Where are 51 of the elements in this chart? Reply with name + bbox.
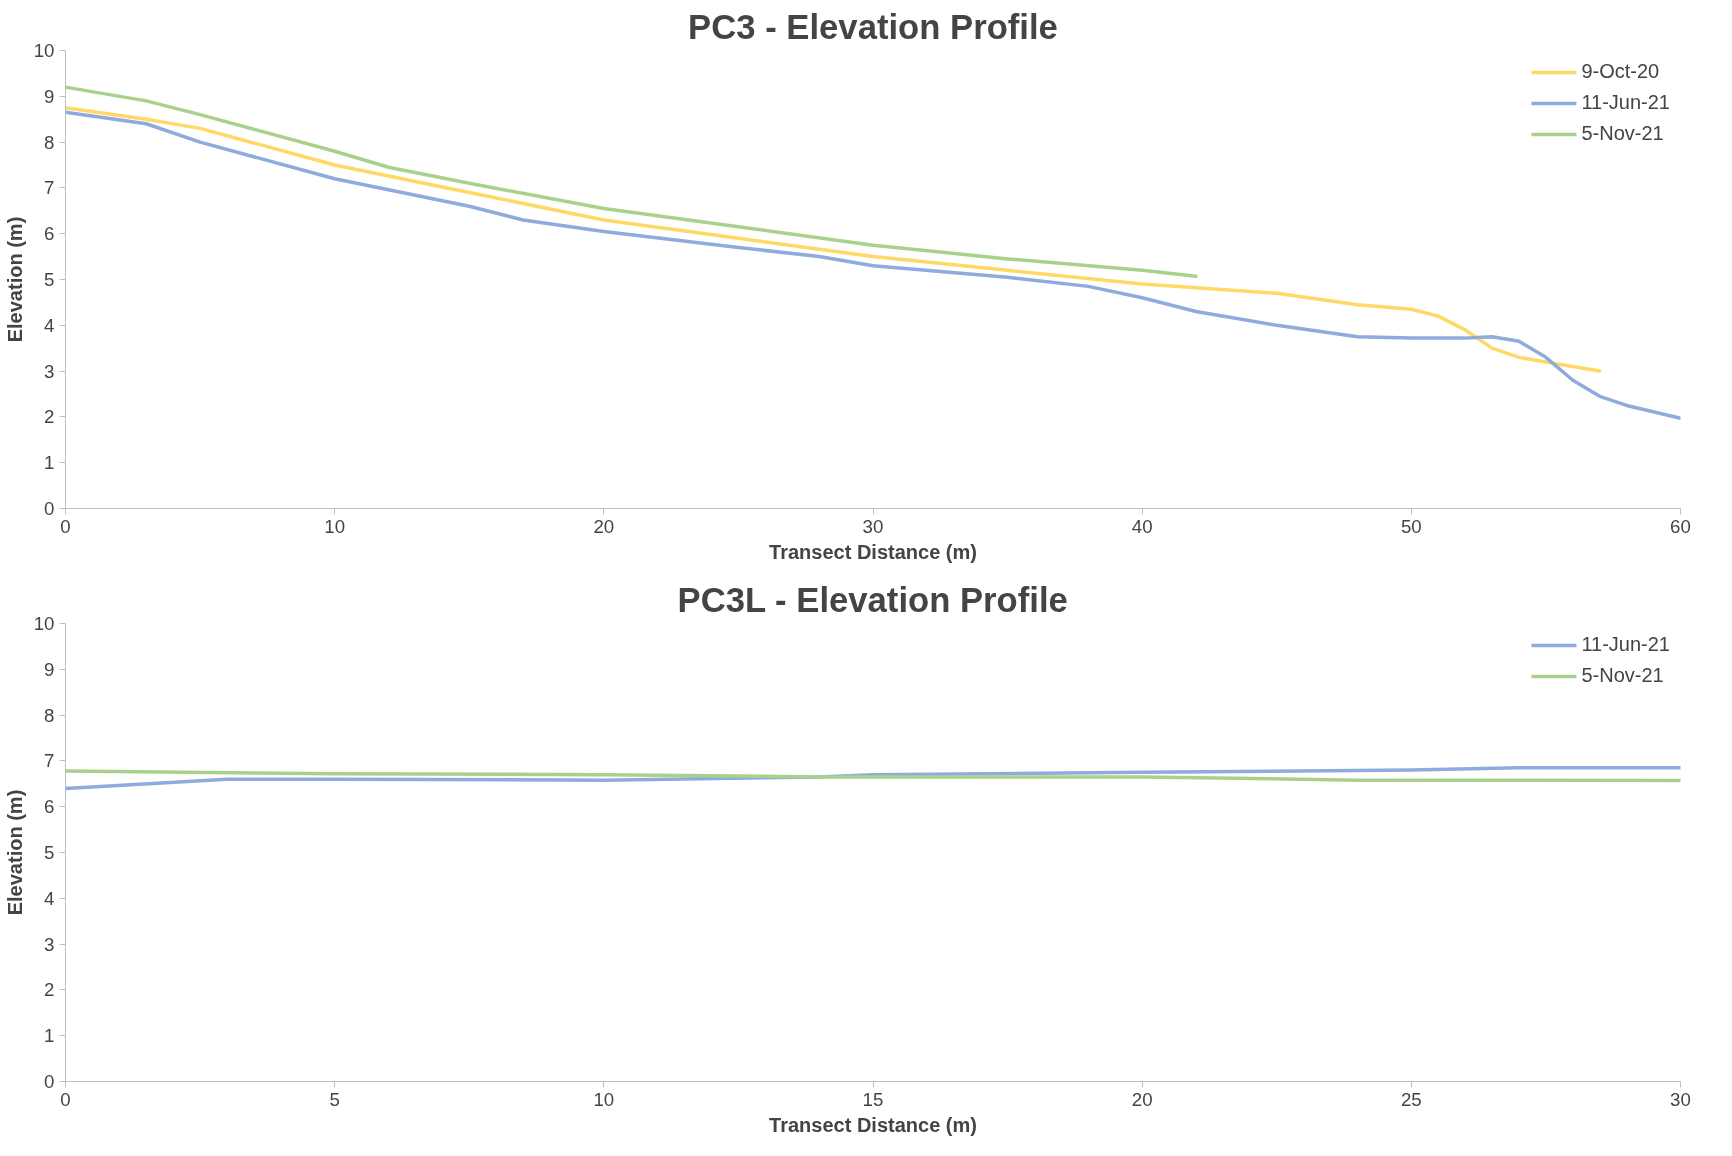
x-axis-title: Transect Distance (m) [769, 1113, 977, 1136]
y-tick-label: 10 [33, 613, 55, 634]
y-tick-label: 1 [44, 452, 55, 474]
x-tick-label: 0 [60, 1088, 71, 1110]
y-tick-label: 6 [44, 223, 55, 245]
y-axis-title: Elevation (m) [3, 216, 26, 343]
chart-title: PC3 - Elevation Profile [688, 7, 1058, 46]
x-tick-label: 0 [60, 515, 71, 537]
y-tick-label: 5 [44, 842, 55, 863]
x-tick-label: 5 [329, 1088, 340, 1110]
legend-label: 11-Jun-21 [1581, 633, 1670, 656]
y-tick-label: 9 [44, 85, 55, 107]
x-tick-label: 60 [1670, 515, 1691, 537]
x-tick-label: 10 [593, 1088, 615, 1110]
y-tick-label: 2 [44, 979, 55, 1001]
y-tick-label: 8 [44, 131, 55, 153]
y-tick-label: 1 [44, 1025, 55, 1047]
y-tick-label: 0 [44, 498, 55, 519]
line-series [65, 110, 1681, 421]
x-tick-label: 20 [1131, 1088, 1153, 1110]
y-tick-label: 5 [44, 269, 55, 290]
line-series [65, 769, 1681, 783]
x-tick-label: 25 [1400, 1088, 1422, 1110]
x-tick-label: 10 [324, 515, 346, 537]
legend-label: 9-Oct-20 [1581, 60, 1660, 83]
y-tick-label: 8 [44, 704, 55, 726]
y-tick-label: 6 [44, 796, 55, 818]
y-axis-title: Elevation (m) [3, 789, 26, 916]
y-tick-label: 7 [44, 177, 55, 199]
x-axis-title: Transect Distance (m) [769, 540, 977, 563]
x-tick-label: 20 [593, 515, 615, 537]
legend-label: 11-Jun-21 [1581, 91, 1670, 114]
y-tick-label: 3 [44, 360, 55, 382]
y-tick-label: 4 [44, 314, 55, 336]
chart-title: PC3L - Elevation Profile [677, 580, 1068, 619]
line-series [65, 766, 1681, 791]
line-series [65, 85, 1198, 279]
y-tick-label: 7 [44, 750, 55, 772]
x-tick-label: 40 [1131, 515, 1153, 537]
legend-label: 5-Nov-21 [1581, 664, 1664, 687]
x-tick-label: 50 [1400, 515, 1422, 537]
y-tick-label: 0 [44, 1071, 55, 1092]
x-tick-label: 30 [1670, 1088, 1691, 1110]
y-tick-label: 9 [44, 658, 55, 680]
y-tick-label: 3 [44, 933, 55, 955]
legend-label: 5-Nov-21 [1581, 122, 1664, 145]
y-tick-label: 2 [44, 406, 55, 428]
y-tick-label: 4 [44, 887, 55, 909]
x-tick-label: 15 [862, 1088, 884, 1110]
x-tick-label: 30 [862, 515, 884, 537]
y-tick-label: 10 [33, 40, 55, 61]
